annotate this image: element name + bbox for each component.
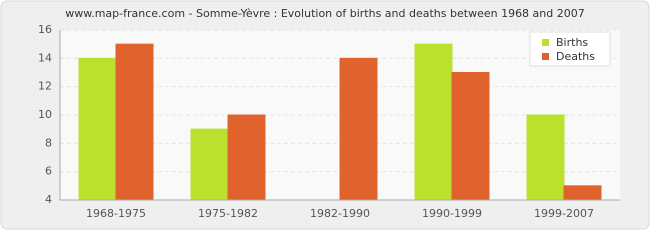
bar (115, 43, 154, 201)
x-tick-label: 1968-1975 (86, 207, 146, 220)
legend-swatch (542, 53, 549, 60)
y-tick-label: 10 (38, 108, 52, 121)
y-tick-label: 4 (45, 193, 52, 206)
y-tick-label: 12 (38, 80, 52, 93)
legend-swatch (542, 39, 549, 46)
legend-label: Births (556, 36, 588, 49)
x-tick-label: 1982-1990 (310, 207, 370, 220)
bar (451, 72, 490, 201)
x-tick-label: 1999-2007 (534, 207, 594, 220)
chart-title: www.map-france.com - Somme-Yèvre : Evolu… (65, 7, 585, 20)
bar (563, 185, 602, 201)
bar (339, 57, 378, 201)
bar (78, 57, 117, 201)
legend-box (529, 31, 611, 67)
bar (526, 114, 565, 201)
y-tick-label: 16 (38, 23, 52, 36)
legend-label: Deaths (556, 50, 595, 63)
y-tick-label: 6 (45, 165, 52, 178)
bar (414, 43, 453, 201)
bar (227, 114, 266, 201)
y-tick-label: 14 (38, 51, 52, 64)
bar (190, 128, 229, 201)
x-tick-label: 1975-1982 (198, 207, 258, 220)
x-tick-label: 1990-1999 (422, 207, 482, 220)
y-tick-label: 8 (45, 136, 52, 149)
chart: www.map-france.com - Somme-Yèvre : Evolu… (0, 0, 650, 230)
